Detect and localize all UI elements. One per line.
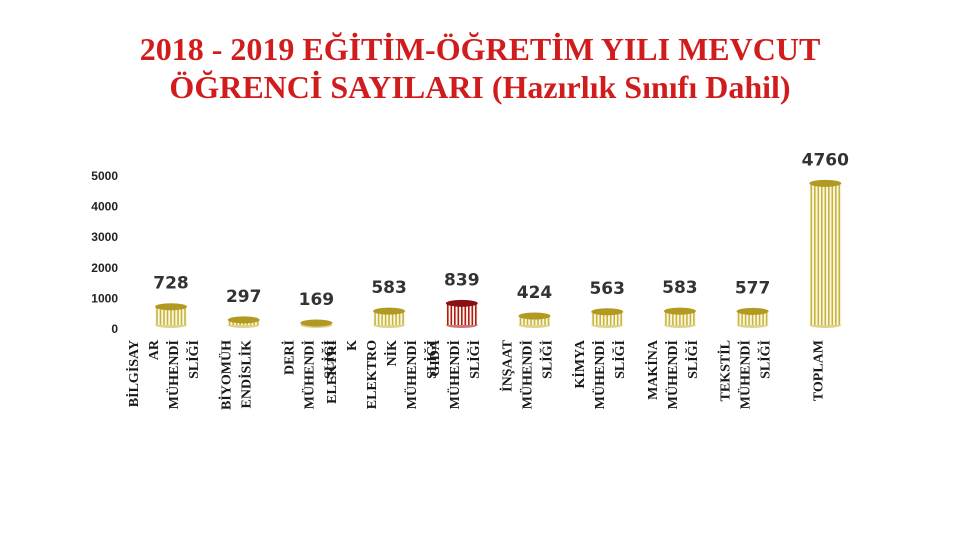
category-label-line: TEKSTİL (717, 340, 734, 401)
category-label: GIDA MÜHENDİ SLİĞİ (428, 339, 483, 409)
category-label-line: MÜHENDİ (519, 340, 536, 409)
category-label-line: K (345, 340, 360, 351)
data-label: 728 (153, 274, 189, 294)
category-label-line: SLİĞİ (320, 340, 337, 379)
category-label-line: ELEKTRO (365, 340, 380, 409)
category-label-line: MÜHENDİ (664, 340, 681, 409)
category-label-line: SLİĞİ (185, 340, 202, 379)
category-label: DERİ MÜHENDİ SLİĞİ (280, 340, 337, 409)
y-tick-label: 5000 (91, 169, 118, 183)
data-label: 4760 (802, 150, 849, 170)
category-label-line: SLİĞİ (611, 340, 628, 379)
y-axis: 0 1000 2000 3000 4000 5000 (91, 169, 118, 336)
chart-title-line1: 2018 - 2019 EĞİTİM-ÖĞRETİM YILI MEVCUT (139, 31, 821, 67)
y-tick-label: 4000 (91, 200, 118, 214)
category-label-line: İNŞAAT (499, 339, 516, 392)
bar (736, 307, 769, 328)
category-label-line: MÜHENDİ (165, 340, 182, 409)
bar-top (809, 179, 842, 187)
bar-top (300, 319, 333, 327)
category-labels: BİLGİSAY AR MÜHENDİ SLİĞİ BİYOMÜH ENDİSLİK DER… (125, 339, 826, 410)
category-label-line: MÜHENDİ (403, 340, 420, 409)
category-label-line: BİLGİSAY (125, 340, 142, 407)
data-label: 563 (589, 279, 625, 299)
category-label-line: MÜHENDİ (446, 340, 463, 409)
bar-top (591, 308, 624, 316)
category-label-line: SLİĞİ (423, 340, 440, 379)
category-label-line: SLİĞİ (757, 340, 774, 379)
category-label: ELEKTRİ K ELEKTRO NİK MÜHENDİ SLİĞİ (323, 340, 440, 409)
data-label: 424 (517, 283, 553, 303)
bar (155, 303, 187, 328)
bar (591, 308, 624, 328)
category-label-line: NİK (383, 340, 400, 367)
category-label-line: MÜHENDİ (591, 340, 608, 409)
category-label-line: MAKİNA (644, 339, 661, 400)
bar-top (736, 307, 769, 315)
category-label-line: ELEKTRİ (323, 340, 340, 404)
bar-top (445, 299, 478, 307)
bar (227, 316, 260, 328)
bars (155, 179, 842, 328)
category-label-line: TOPLAM (811, 340, 826, 401)
category-label-line: SLİĞİ (466, 340, 483, 379)
category-label-line: GIDA (428, 339, 443, 376)
chart-title-line2: ÖĞRENCİ SAYILARI (Hazırlık Sınıfı Dahil) (169, 69, 791, 105)
bar (809, 179, 842, 328)
data-label: 583 (662, 278, 698, 298)
category-label-line: DERİ (280, 340, 297, 375)
y-tick-label: 0 (111, 322, 118, 336)
category-label-line: SLİĞİ (539, 340, 556, 379)
bar-top (155, 303, 187, 311)
bar (445, 299, 478, 328)
category-label-line: AR (147, 339, 162, 360)
category-label-line: MÜHENDİ (737, 340, 754, 409)
category-label-line: KİMYA (571, 339, 588, 388)
category-label: BİLGİSAY AR MÜHENDİ SLİĞİ (125, 339, 202, 409)
category-label: BİYOMÜH ENDİSLİK (218, 340, 255, 410)
category-label: KİMYA MÜHENDİ SLİĞİ (571, 339, 628, 409)
data-label: 839 (444, 270, 480, 290)
category-label: TEKSTİL MÜHENDİ SLİĞİ (717, 340, 774, 409)
y-tick-label: 1000 (91, 291, 118, 305)
category-label: TOPLAM (811, 340, 826, 401)
category-label: MAKİNA MÜHENDİ SLİĞİ (644, 339, 701, 409)
data-label: 297 (226, 287, 262, 307)
category-label: İNŞAAT MÜHENDİ SLİĞİ (499, 339, 556, 409)
category-label-line: ENDİSLİK (238, 340, 255, 409)
data-label: 583 (371, 278, 407, 298)
category-label-line: SLİĞİ (684, 340, 701, 379)
bar (300, 319, 333, 328)
chart-title: 2018 - 2019 EĞİTİM-ÖĞRETİM YILI MEVCUT Ö… (0, 30, 960, 106)
data-labels: 728 297 169 583 839 424 563 583 577 4760 (153, 150, 849, 310)
bar-top (518, 312, 551, 320)
bar (373, 307, 406, 328)
data-label: 169 (299, 290, 335, 310)
bar-top (227, 316, 260, 324)
y-tick-label: 2000 (91, 261, 118, 275)
category-label-line: BİYOMÜH (218, 340, 235, 410)
bar-top (373, 307, 406, 315)
data-label: 577 (735, 278, 771, 298)
y-tick-label: 3000 (91, 230, 118, 244)
category-label-line: MÜHENDİ (300, 340, 317, 409)
bar (663, 307, 696, 328)
bar-top (663, 307, 696, 315)
bar (518, 312, 551, 328)
